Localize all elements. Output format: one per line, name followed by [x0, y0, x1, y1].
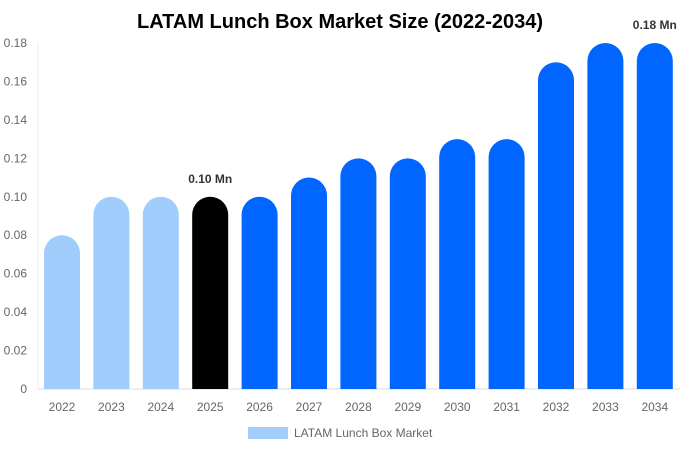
data-label: 0.10 Mn	[188, 172, 232, 186]
bar-2030[interactable]	[439, 139, 476, 389]
x-tick-label: 2026	[246, 400, 273, 414]
bar-2033[interactable]	[587, 43, 624, 389]
y-tick-label: 0.12	[4, 151, 28, 165]
data-labels: 0.10 Mn 0.18 Mn	[188, 18, 677, 186]
bar-2028[interactable]	[340, 158, 377, 389]
x-tick-label: 2032	[543, 400, 570, 414]
y-tick-label: 0.10	[4, 190, 28, 204]
x-tick-label: 2025	[197, 400, 224, 414]
bars	[44, 43, 673, 389]
x-tick-label: 2030	[444, 400, 471, 414]
x-axis: 2022 2023 2024 2025 2026 2027 2028 2029 2030 2031…	[49, 400, 669, 414]
bar-2031[interactable]	[488, 139, 525, 389]
legend-label: LATAM Lunch Box Market	[294, 426, 433, 440]
bar-2022[interactable]	[44, 235, 80, 389]
x-tick-label: 2034	[641, 400, 668, 414]
x-tick-label: 2029	[394, 400, 421, 414]
bar-2034[interactable]	[636, 43, 673, 389]
bar-2024[interactable]	[142, 196, 179, 389]
y-tick-label: 0.14	[4, 113, 28, 127]
y-tick-label: 0.18	[4, 36, 28, 50]
data-label: 0.18 Mn	[633, 18, 677, 32]
y-tick-label: 0.04	[4, 305, 28, 319]
x-tick-label: 2033	[592, 400, 619, 414]
x-tick-label: 2022	[49, 400, 76, 414]
bar-2023[interactable]	[93, 196, 130, 389]
x-tick-label: 2028	[345, 400, 372, 414]
x-tick-label: 2027	[296, 400, 323, 414]
bar-2026[interactable]	[241, 196, 278, 389]
bar-2027[interactable]	[291, 177, 327, 389]
x-tick-label: 2023	[98, 400, 125, 414]
y-tick-label: 0.02	[4, 344, 28, 358]
y-tick-label: 0	[20, 382, 27, 396]
y-tick-label: 0.06	[4, 267, 28, 281]
y-tick-label: 0.16	[4, 74, 28, 88]
y-tick-label: 0.08	[4, 228, 28, 242]
legend-swatch	[248, 427, 288, 439]
legend[interactable]: LATAM Lunch Box Market	[248, 426, 433, 440]
y-axis: 0 0.02 0.04 0.06 0.08 0.10 0.12 0.14 0.16 0.18	[4, 36, 28, 396]
x-tick-label: 2024	[147, 400, 174, 414]
bar-2029[interactable]	[389, 158, 426, 389]
x-tick-label: 2031	[493, 400, 520, 414]
bar-2032[interactable]	[538, 62, 574, 389]
bar-2025[interactable]	[192, 196, 229, 389]
chart-title: LATAM Lunch Box Market Size (2022-2034)	[137, 11, 543, 33]
